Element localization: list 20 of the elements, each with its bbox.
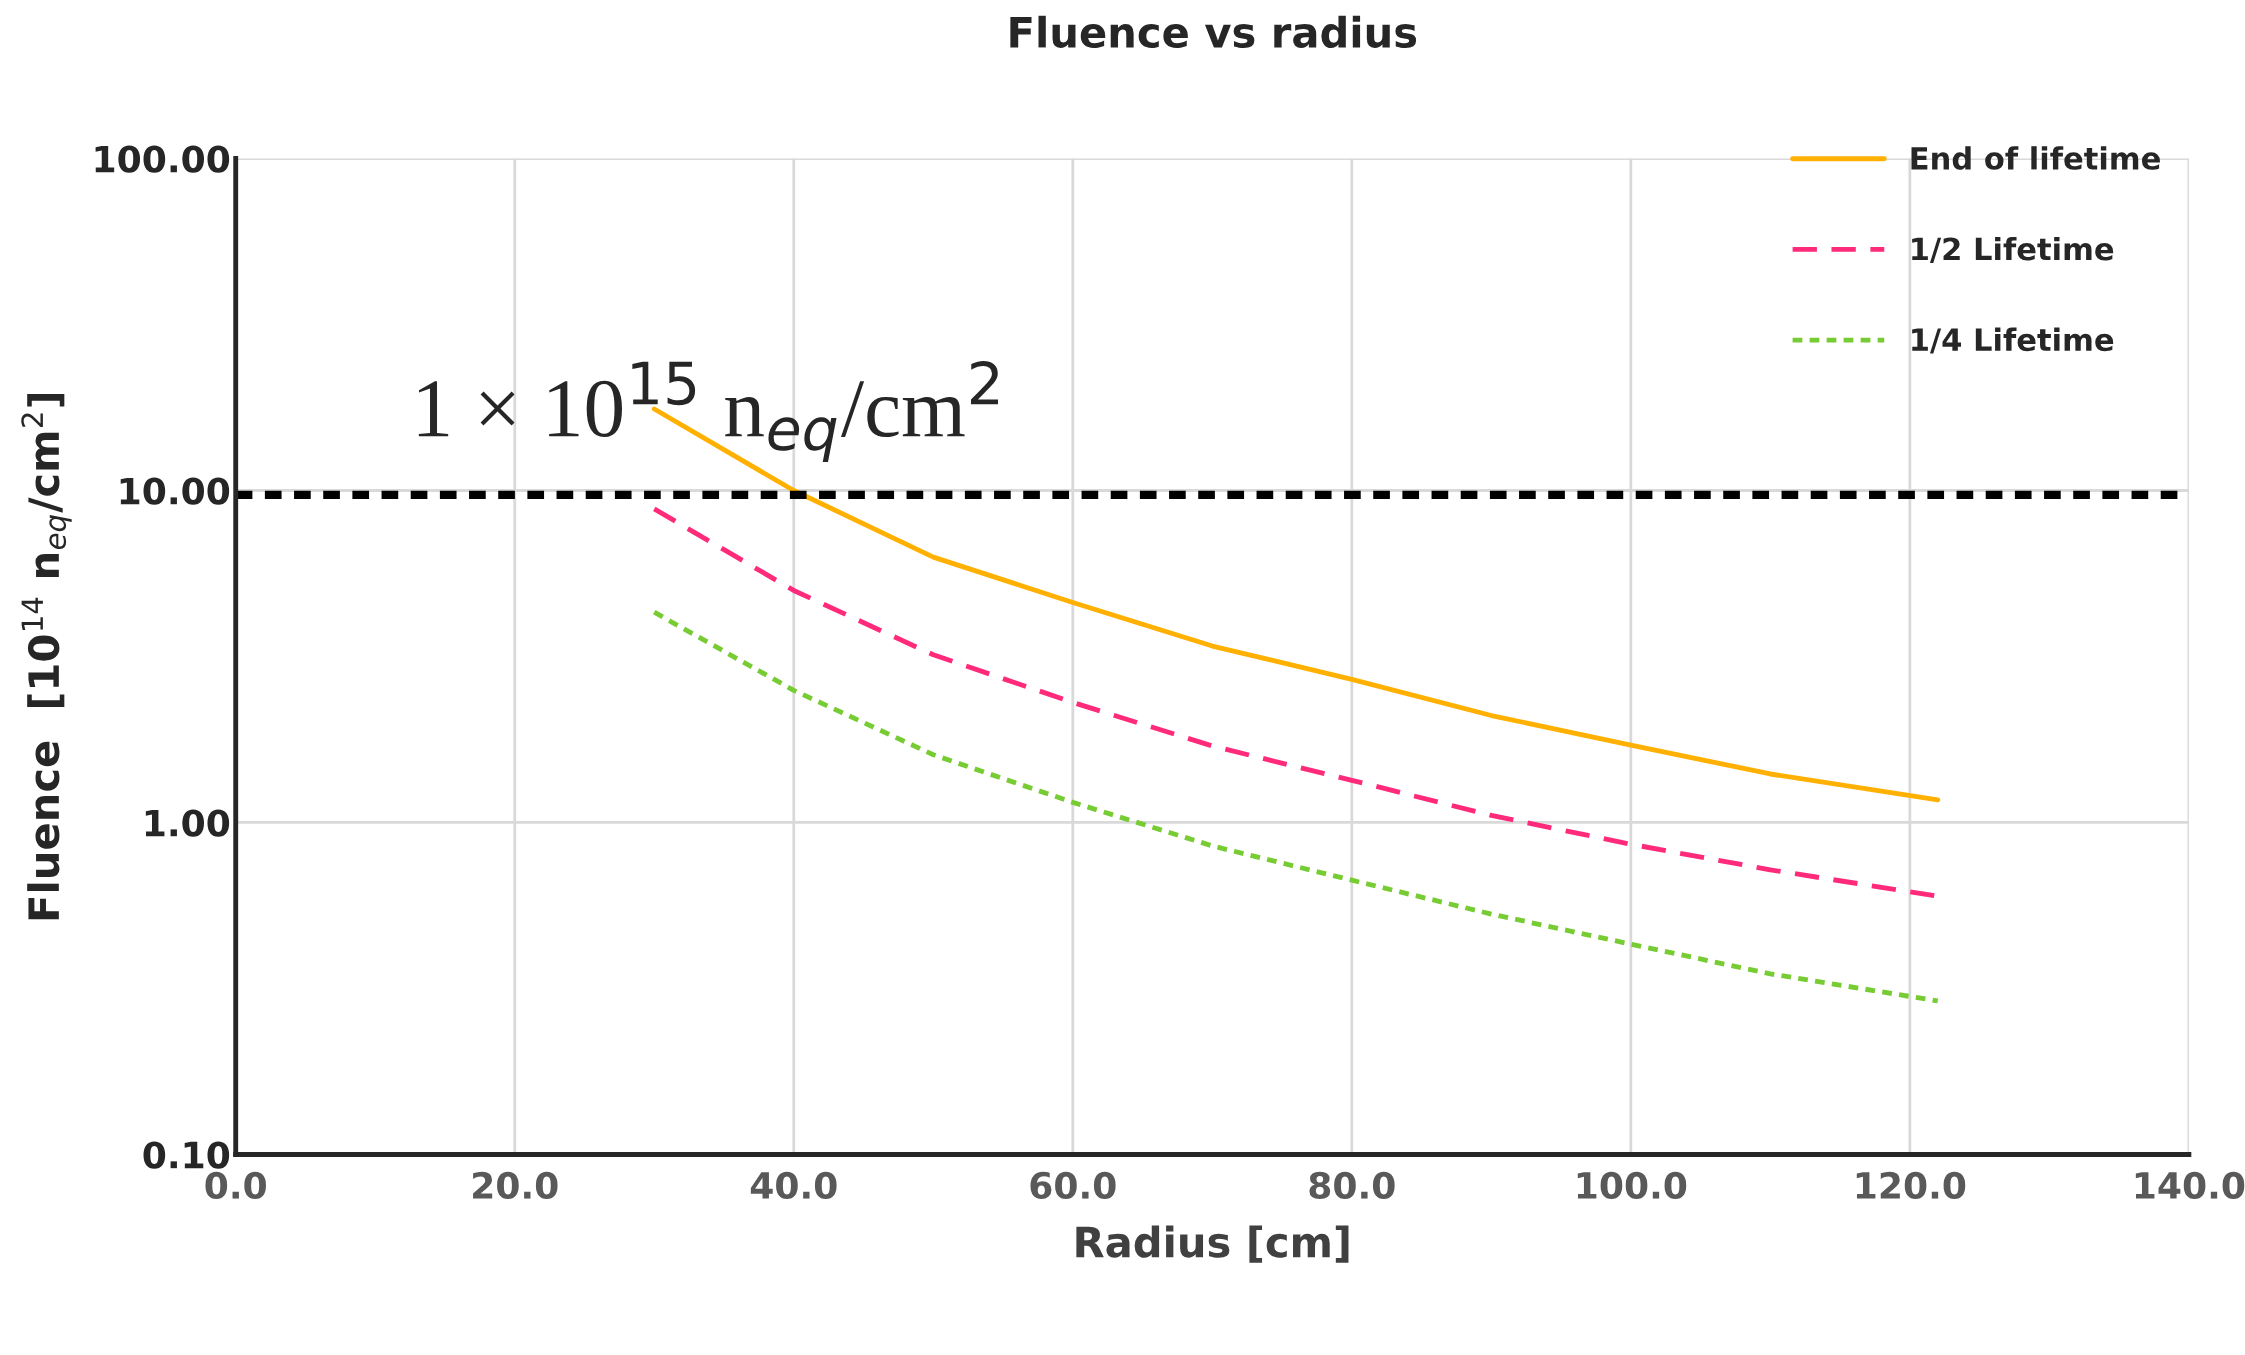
- x-tick-label: 120.0: [1856, 1171, 1966, 1200]
- x-axis-title: Radius [cm]: [1076, 1225, 1349, 1263]
- y-tick-label: 100.00: [95, 145, 230, 173]
- x-tick-label: 60.0: [1030, 1171, 1116, 1200]
- x-tick-label: 0.0: [205, 1171, 266, 1200]
- ref-line-label: 1 × 10$^{15}$ n$_{eq}$/cm$^{2}$: [418, 361, 998, 462]
- legend-label: End of lifetime: [1911, 146, 2160, 170]
- y-tick-label: 0.10: [143, 1141, 230, 1169]
- x-tick-label: 40.0: [750, 1171, 837, 1200]
- legend-label: 1/2 Lifetime: [1912, 236, 2114, 263]
- legend-label: 1/4 Lifetime: [1912, 327, 2114, 354]
- y-tick-label: 1.00: [145, 809, 230, 837]
- y-axis-title: Fluence [10$^{14}$ n$_{eq}$/cm$^{2}$]: [21, 393, 72, 920]
- x-tick-label: 100.0: [1577, 1171, 1687, 1200]
- x-tick-label: 20.0: [473, 1171, 558, 1200]
- chart-title: Fluence vs radius: [1010, 15, 1417, 49]
- x-tick-label: 140.0: [2135, 1171, 2245, 1200]
- line-series: [651, 609, 1941, 1004]
- y-tick-label: 10.00: [120, 477, 230, 505]
- x-tick-label: 80.0: [1309, 1171, 1395, 1200]
